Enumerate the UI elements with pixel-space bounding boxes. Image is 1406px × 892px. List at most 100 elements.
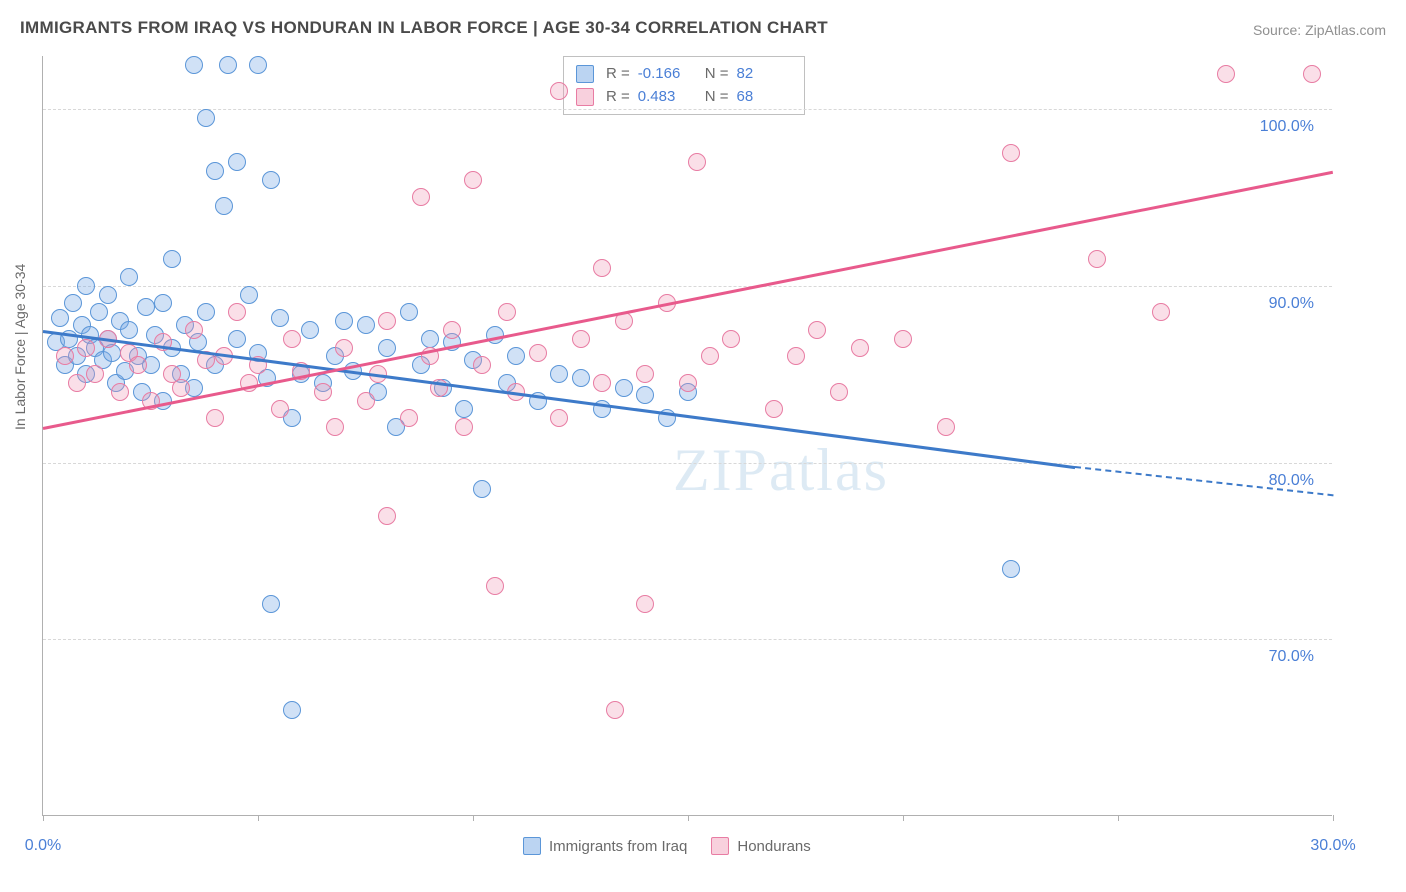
scatter-point	[808, 321, 826, 339]
x-tick	[1333, 815, 1334, 821]
stats-row-iraq: R =-0.166 N =82	[576, 63, 792, 86]
gridline	[43, 109, 1332, 110]
scatter-point	[722, 330, 740, 348]
scatter-point	[378, 507, 396, 525]
scatter-point	[51, 309, 69, 327]
scatter-point	[572, 369, 590, 387]
scatter-point	[240, 286, 258, 304]
scatter-point	[378, 312, 396, 330]
scatter-point	[86, 365, 104, 383]
swatch-icon	[523, 837, 541, 855]
scatter-point	[550, 409, 568, 427]
scatter-point	[1152, 303, 1170, 321]
scatter-point	[249, 56, 267, 74]
gridline	[43, 286, 1332, 287]
scatter-point	[283, 701, 301, 719]
scatter-point	[271, 309, 289, 327]
source-label: Source: ZipAtlas.com	[1253, 22, 1386, 38]
scatter-point	[550, 82, 568, 100]
scatter-point	[1002, 144, 1020, 162]
scatter-point	[120, 321, 138, 339]
stats-row-honduran: R =0.483 N =68	[576, 86, 792, 109]
scatter-point	[283, 330, 301, 348]
scatter-point	[137, 298, 155, 316]
y-tick-label: 100.0%	[1260, 118, 1314, 136]
swatch-icon	[576, 88, 594, 106]
scatter-point	[77, 277, 95, 295]
scatter-point	[206, 162, 224, 180]
scatter-point	[262, 595, 280, 613]
scatter-point	[894, 330, 912, 348]
scatter-point	[185, 56, 203, 74]
scatter-point	[206, 409, 224, 427]
scatter-point	[111, 383, 129, 401]
scatter-point	[606, 701, 624, 719]
x-tick	[258, 815, 259, 821]
scatter-point	[219, 56, 237, 74]
scatter-point	[99, 286, 117, 304]
scatter-point	[593, 259, 611, 277]
scatter-point	[498, 303, 516, 321]
gridline	[43, 639, 1332, 640]
stats-legend: R =-0.166 N =82 R =0.483 N =68	[563, 56, 805, 115]
scatter-point	[68, 374, 86, 392]
x-tick	[1118, 815, 1119, 821]
scatter-point	[172, 379, 190, 397]
scatter-point	[185, 321, 203, 339]
scatter-point	[77, 339, 95, 357]
scatter-point	[120, 268, 138, 286]
scatter-point	[572, 330, 590, 348]
scatter-point	[228, 153, 246, 171]
scatter-point	[636, 386, 654, 404]
scatter-point	[271, 400, 289, 418]
scatter-point	[1088, 250, 1106, 268]
y-tick-label: 80.0%	[1269, 472, 1314, 490]
scatter-point	[550, 365, 568, 383]
scatter-plot: ZIPatlas R =-0.166 N =82 R =0.483 N =68 …	[42, 56, 1332, 816]
scatter-point	[378, 339, 396, 357]
scatter-point	[937, 418, 955, 436]
scatter-point	[262, 171, 280, 189]
chart-title: IMMIGRANTS FROM IRAQ VS HONDURAN IN LABO…	[20, 18, 828, 38]
scatter-point	[636, 365, 654, 383]
scatter-point	[301, 321, 319, 339]
scatter-point	[357, 316, 375, 334]
scatter-point	[400, 409, 418, 427]
scatter-point	[851, 339, 869, 357]
scatter-point	[455, 400, 473, 418]
x-tick	[473, 815, 474, 821]
y-tick-label: 70.0%	[1269, 648, 1314, 666]
scatter-point	[455, 418, 473, 436]
scatter-point	[357, 392, 375, 410]
scatter-point	[486, 577, 504, 595]
scatter-point	[326, 418, 344, 436]
x-tick	[43, 815, 44, 821]
gridline	[43, 463, 1332, 464]
scatter-point	[1002, 560, 1020, 578]
scatter-point	[688, 153, 706, 171]
scatter-point	[412, 188, 430, 206]
swatch-icon	[711, 837, 729, 855]
scatter-point	[90, 303, 108, 321]
y-axis-label: In Labor Force | Age 30-34	[12, 264, 28, 430]
x-tick-label: 0.0%	[25, 837, 61, 855]
scatter-point	[154, 294, 172, 312]
scatter-point	[443, 321, 461, 339]
scatter-point	[507, 347, 525, 365]
scatter-point	[228, 330, 246, 348]
scatter-point	[636, 595, 654, 613]
x-tick	[903, 815, 904, 821]
scatter-point	[400, 303, 418, 321]
scatter-point	[787, 347, 805, 365]
scatter-point	[1303, 65, 1321, 83]
scatter-point	[215, 197, 233, 215]
scatter-point	[701, 347, 719, 365]
scatter-point	[335, 312, 353, 330]
scatter-point	[593, 374, 611, 392]
watermark: ZIPatlas	[673, 436, 889, 505]
swatch-icon	[576, 65, 594, 83]
scatter-point	[830, 383, 848, 401]
scatter-point	[64, 294, 82, 312]
scatter-point	[765, 400, 783, 418]
x-tick-label: 30.0%	[1310, 837, 1355, 855]
